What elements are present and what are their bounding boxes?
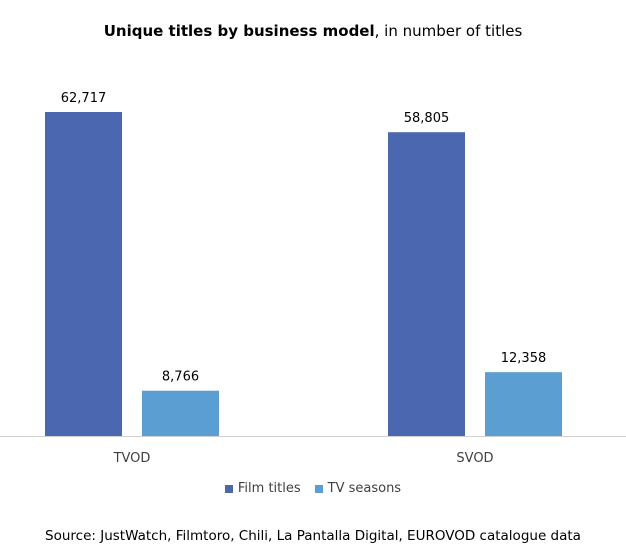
chart-title-rest: , in number of titles [374, 22, 523, 40]
data-label-svod-film: 58,805 [404, 111, 450, 126]
legend-swatch-film [224, 484, 233, 493]
data-label-tvod-film: 62,717 [61, 91, 107, 106]
legend-swatch-tv [314, 484, 323, 493]
source-note: Source: JustWatch, Filmtoro, Chili, La P… [45, 528, 581, 544]
bar-svod-film [388, 132, 465, 436]
legend: Film titles TV seasons [0, 481, 626, 496]
chart-title: Unique titles by business model, in numb… [0, 22, 626, 40]
bar-tvod-tv [142, 390, 219, 436]
category-label-svod: SVOD [456, 451, 493, 466]
plot-area: 62,717 8,766 TVOD 58,805 12,358 SVOD [0, 91, 626, 466]
bar-tvod-film [45, 112, 122, 436]
legend-item-film: Film titles [224, 481, 301, 496]
bar-svod-tv [485, 372, 562, 436]
legend-item-tv: TV seasons [314, 481, 402, 496]
legend-label-film: Film titles [237, 481, 301, 496]
chart-title-bold: Unique titles by business model [103, 22, 375, 40]
category-label-tvod: TVOD [113, 451, 151, 466]
data-label-svod-tv: 12,358 [501, 351, 547, 366]
legend-label-tv: TV seasons [327, 481, 402, 496]
data-label-tvod-tv: 8,766 [162, 370, 199, 385]
